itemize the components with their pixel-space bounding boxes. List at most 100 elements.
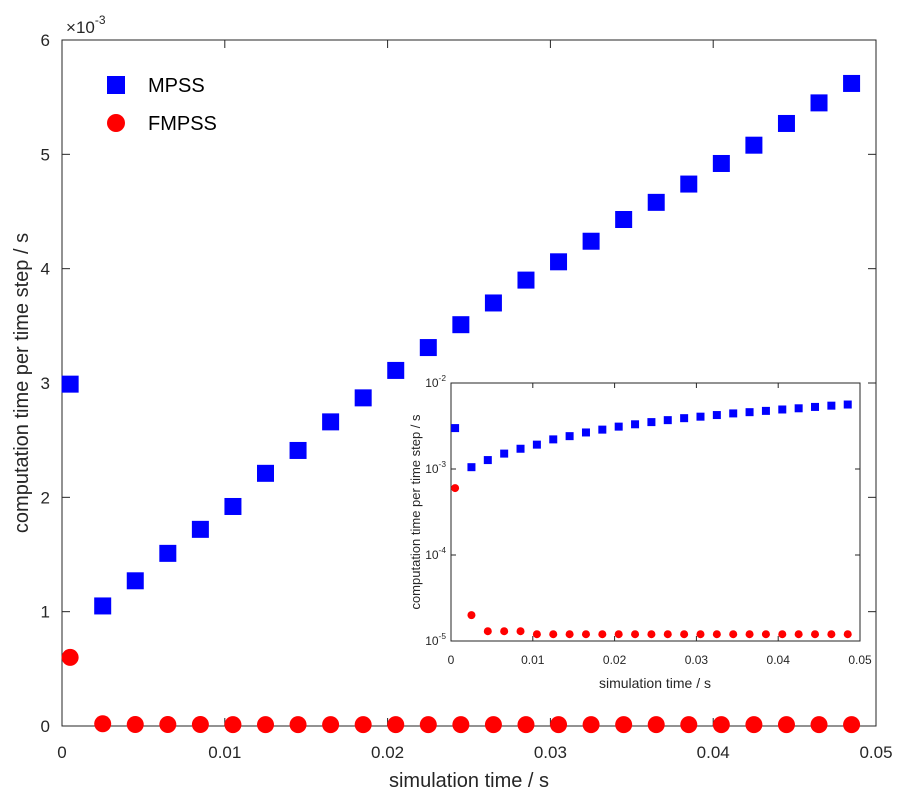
main-mpss-point — [712, 154, 730, 172]
main-y-exponent: ×10-3 — [66, 13, 106, 37]
main-y-exponent-prefix: × — [66, 18, 76, 37]
inset-fmpss-point — [843, 630, 852, 639]
main-fmpss-point — [680, 716, 698, 734]
main-mpss-point — [191, 520, 209, 538]
inset-fmpss-point — [811, 630, 820, 639]
inset-mpss-point — [811, 402, 820, 411]
main-y-tick-label: 1 — [41, 603, 50, 622]
inset-fmpss-point — [598, 630, 607, 639]
main-mpss-point — [517, 271, 535, 289]
inset-mpss-point — [647, 418, 656, 427]
legend: MPSS FMPSS — [107, 75, 217, 135]
legend-fmpss-label: FMPSS — [148, 113, 217, 135]
inset-x-tick-label: 0 — [448, 653, 455, 667]
inset-mpss-point — [778, 405, 787, 414]
inset-mpss-point — [598, 425, 607, 434]
main-mpss-point — [94, 597, 112, 615]
inset-mpss-point — [663, 416, 672, 425]
main-fmpss-point — [615, 716, 633, 734]
main-axis-ticks: 0 0.01 0.02 0.03 0.04 0.05 0 1 2 3 4 5 6 — [41, 31, 893, 762]
main-fmpss-point — [647, 716, 665, 734]
main-fmpss-point — [582, 716, 600, 734]
inset-fmpss-point — [565, 630, 574, 639]
inset-fmpss-point — [680, 630, 689, 639]
main-fmpss-point — [257, 716, 274, 734]
inset-fmpss-point — [647, 630, 656, 639]
main-x-tick-label: 0.02 — [371, 743, 404, 762]
inset-fmpss-point — [827, 630, 836, 639]
inset-mpss-point — [794, 404, 803, 413]
inset-fmpss-point — [500, 627, 509, 636]
main-mpss-point — [61, 375, 79, 393]
main-x-axis-title: simulation time / s — [389, 770, 549, 792]
inset-y-tick-label: 10-2 — [425, 373, 446, 390]
svg-text:×10-3: ×10-3 — [66, 13, 106, 37]
main-mpss-point — [647, 193, 665, 211]
main-fmpss-point — [61, 648, 79, 666]
main-fmpss-point — [354, 716, 372, 734]
inset-data-points — [451, 400, 852, 639]
inset-mpss-point — [761, 406, 770, 415]
main-x-tick-label: 0.01 — [208, 743, 241, 762]
inset-y-tick-label: 10-3 — [425, 459, 446, 476]
inset-fmpss-point — [663, 630, 672, 639]
inset-mpss-point — [696, 412, 705, 421]
main-fmpss-point — [387, 716, 405, 734]
inset-mpss-point — [680, 414, 689, 423]
main-mpss-point — [680, 175, 698, 193]
main-fmpss-point — [126, 716, 144, 734]
inset-fmpss-point — [483, 627, 492, 636]
main-fmpss-point — [550, 716, 568, 734]
main-fmpss-point — [777, 716, 795, 734]
main-y-tick-label: 3 — [41, 374, 50, 393]
main-mpss-point — [354, 389, 372, 407]
main-mpss-point — [257, 464, 274, 482]
inset-plot-area — [450, 382, 861, 642]
inset-fmpss-point — [794, 630, 803, 639]
inset-x-tick-label: 0.01 — [521, 653, 545, 667]
legend-mpss-label: MPSS — [148, 75, 205, 97]
main-fmpss-point — [191, 716, 209, 734]
main-y-tick-label: 4 — [41, 260, 50, 279]
main-data-points — [61, 74, 861, 734]
inset-fmpss-point — [451, 484, 460, 493]
inset-mpss-point — [500, 449, 509, 458]
main-y-tick-label: 6 — [41, 31, 50, 50]
main-fmpss-point — [745, 716, 763, 734]
inset-mpss-point — [729, 409, 738, 418]
inset-mpss-point — [516, 444, 525, 453]
inset-fmpss-point — [729, 630, 738, 639]
main-fmpss-point — [484, 716, 502, 734]
inset-fmpss-point — [532, 630, 541, 639]
main-fmpss-point — [810, 716, 828, 734]
main-x-tick-label: 0.04 — [697, 743, 730, 762]
main-fmpss-point — [517, 716, 535, 734]
main-mpss-point — [843, 74, 861, 92]
legend-fmpss-marker — [107, 114, 125, 132]
inset-fmpss-point — [696, 630, 705, 639]
inset-fmpss-point — [712, 630, 721, 639]
inset-fmpss-point — [581, 630, 590, 639]
inset-fmpss-point — [778, 630, 787, 639]
inset-mpss-point — [745, 408, 754, 417]
main-mpss-point — [615, 211, 633, 229]
main-fmpss-point — [224, 716, 242, 734]
main-fmpss-point — [419, 716, 437, 734]
inset-mpss-point — [631, 420, 640, 429]
main-fmpss-point — [452, 716, 470, 734]
inset-mpss-point — [843, 400, 852, 409]
inset-fmpss-point — [467, 611, 476, 620]
inset-fmpss-point — [549, 630, 558, 639]
inset-y-tick-label: 10-5 — [425, 631, 446, 648]
main-mpss-point — [777, 114, 795, 132]
main-mpss-point — [322, 413, 340, 431]
main-x-tick-label: 0 — [57, 743, 66, 762]
main-fmpss-point — [159, 716, 177, 734]
inset-fmpss-point — [631, 630, 640, 639]
inset-mpss-point — [549, 435, 558, 444]
inset-mpss-point — [565, 432, 574, 441]
inset-y-tick-label: 10-4 — [425, 545, 446, 562]
inset-mpss-point — [614, 422, 623, 431]
main-mpss-point — [550, 253, 568, 271]
main-y-exponent-power: -3 — [95, 13, 106, 27]
